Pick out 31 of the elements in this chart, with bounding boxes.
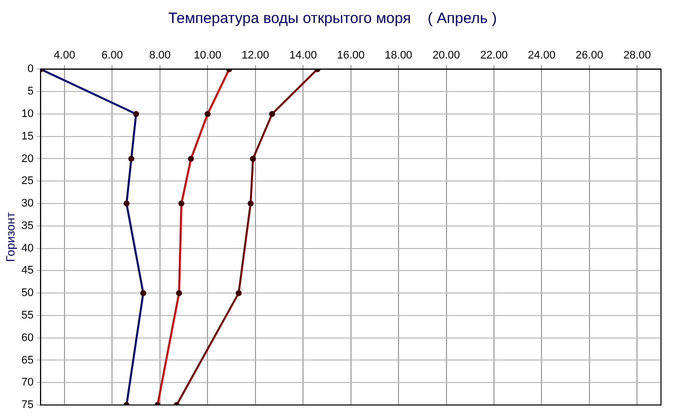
y-tick-label: 40 [21,242,34,254]
y-tick-label: 65 [21,354,34,366]
y-tick-label: 55 [21,309,34,322]
y-tick-label: 0 [28,63,34,76]
x-tick-label: 10.00 [194,50,222,62]
y-tick-label: 10 [21,108,34,120]
x-tick-label: 4.00 [54,50,76,62]
x-tick-label: 14.00 [289,50,317,62]
x-tick-label: 20.00 [432,50,460,62]
y-tick-label: 45 [21,264,34,277]
y-tick-label: 30 [21,198,34,210]
y-tick-label: 5 [28,86,34,98]
x-tick-label: 16.00 [337,50,365,62]
y-tick-label: 15 [21,130,34,142]
x-tick-label: 26.00 [576,50,604,62]
y-tick-label: 20 [21,152,34,165]
x-tick-label: 8.00 [149,50,171,62]
x-tick-label: 22.00 [480,50,508,62]
y-tick-label: 60 [21,332,34,344]
y-tick-label: 35 [21,220,34,232]
y-tick-label: 50 [21,287,34,300]
chart-title: Температура воды открытого моря ( Апрель ) [168,10,497,28]
y-tick-label: 25 [21,175,34,188]
x-tick-label: 28.00 [623,50,651,62]
x-tick-label: 12.00 [242,50,270,62]
x-tick-label: 18.00 [384,50,412,62]
y-axis-title: Горизонт [4,212,18,262]
y-tick-label: 75 [21,399,34,412]
x-tick-label: 6.00 [102,50,123,62]
y-tick-label: 70 [21,376,34,389]
x-tick-label: 24.00 [528,50,556,62]
